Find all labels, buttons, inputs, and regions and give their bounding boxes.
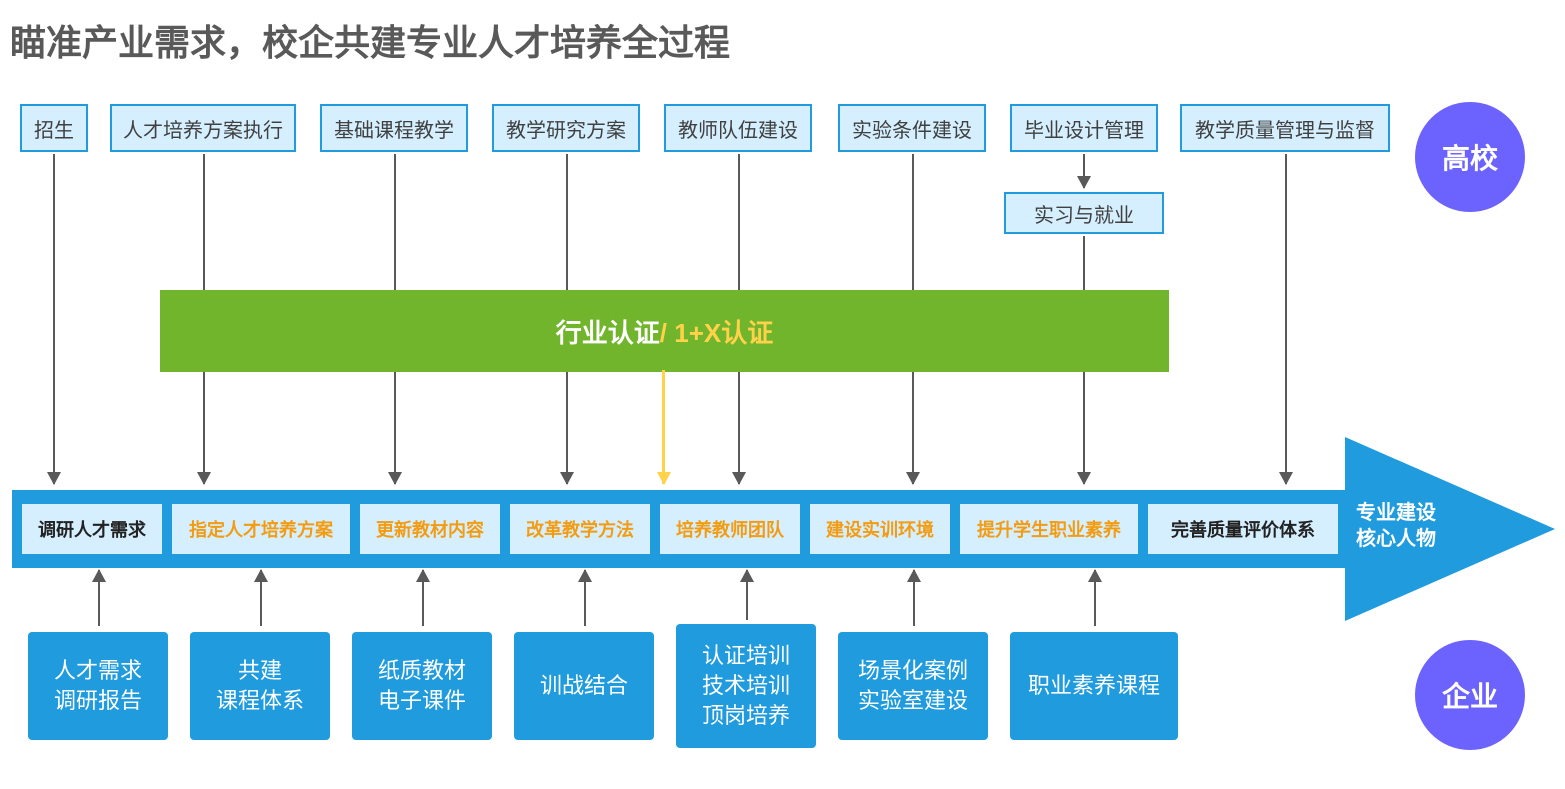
bot-box-4: 认证培训 技术培训 顶岗培养 (676, 624, 816, 748)
top-box-2: 基础课程教学 (320, 104, 468, 152)
cell-2: 更新教材内容 (360, 504, 500, 554)
top-box-3: 教学研究方案 (492, 104, 640, 152)
arrow-tip-l2: 核心人物 (1356, 526, 1436, 552)
bot-box-0: 人才需求 调研报告 (28, 632, 168, 740)
arrow-tip-label: 专业建设 核心人物 (1356, 500, 1436, 552)
bot-arrow-0 (98, 570, 100, 626)
cell-3: 改革教学方法 (510, 504, 650, 554)
mid-arrow-yellow (662, 370, 665, 484)
bot-arrow-1 (260, 570, 262, 626)
cell-5: 建设实训环境 (810, 504, 950, 554)
top-arrow-0 (53, 154, 55, 484)
bot-arrow-2 (422, 570, 424, 626)
top-box-4: 教师队伍建设 (664, 104, 812, 152)
green-bar-cert: 行业认证 / 1+X认证 (160, 290, 1169, 372)
cell-1: 指定人才培养方案 (172, 504, 350, 554)
top-box-6: 毕业设计管理 (1010, 104, 1158, 152)
circle-enterprise: 企业 (1415, 640, 1525, 750)
bot-box-2: 纸质教材 电子课件 (352, 632, 492, 740)
arrow-tip-l1: 专业建设 (1356, 500, 1436, 526)
diagram-stage: 瞄准产业需求，校企共建专业人才培养全过程 高校 企业 招生 人才培养方案执行 基… (0, 0, 1565, 789)
green-bar-orange: / 1+X认证 (660, 313, 773, 350)
bot-arrow-5 (913, 570, 915, 626)
top-box-7: 教学质量管理与监督 (1180, 104, 1390, 152)
cell-0: 调研人才需求 (22, 504, 162, 554)
bot-box-6: 职业素养课程 (1010, 632, 1178, 740)
page-title: 瞄准产业需求，校企共建专业人才培养全过程 (10, 14, 730, 66)
cell-7: 完善质量评价体系 (1148, 504, 1338, 554)
top-arrow-7 (1285, 154, 1287, 484)
top-box-1: 人才培养方案执行 (110, 104, 296, 152)
bot-arrow-4 (746, 570, 748, 620)
green-bar-white: 行业认证 (556, 313, 660, 350)
bot-box-3: 训战结合 (514, 632, 654, 740)
bot-box-5: 场景化案例 实验室建设 (838, 632, 988, 740)
bot-arrow-3 (584, 570, 586, 626)
bot-arrow-6 (1094, 570, 1096, 626)
cell-4: 培养教师团队 (660, 504, 800, 554)
sub-box-internship: 实习与就业 (1004, 192, 1164, 234)
cell-6: 提升学生职业素养 (960, 504, 1138, 554)
top-arrow-6a (1083, 154, 1085, 188)
top-box-5: 实验条件建设 (838, 104, 986, 152)
top-box-0: 招生 (20, 104, 88, 152)
bot-box-1: 共建 课程体系 (190, 632, 330, 740)
circle-university: 高校 (1415, 102, 1525, 212)
